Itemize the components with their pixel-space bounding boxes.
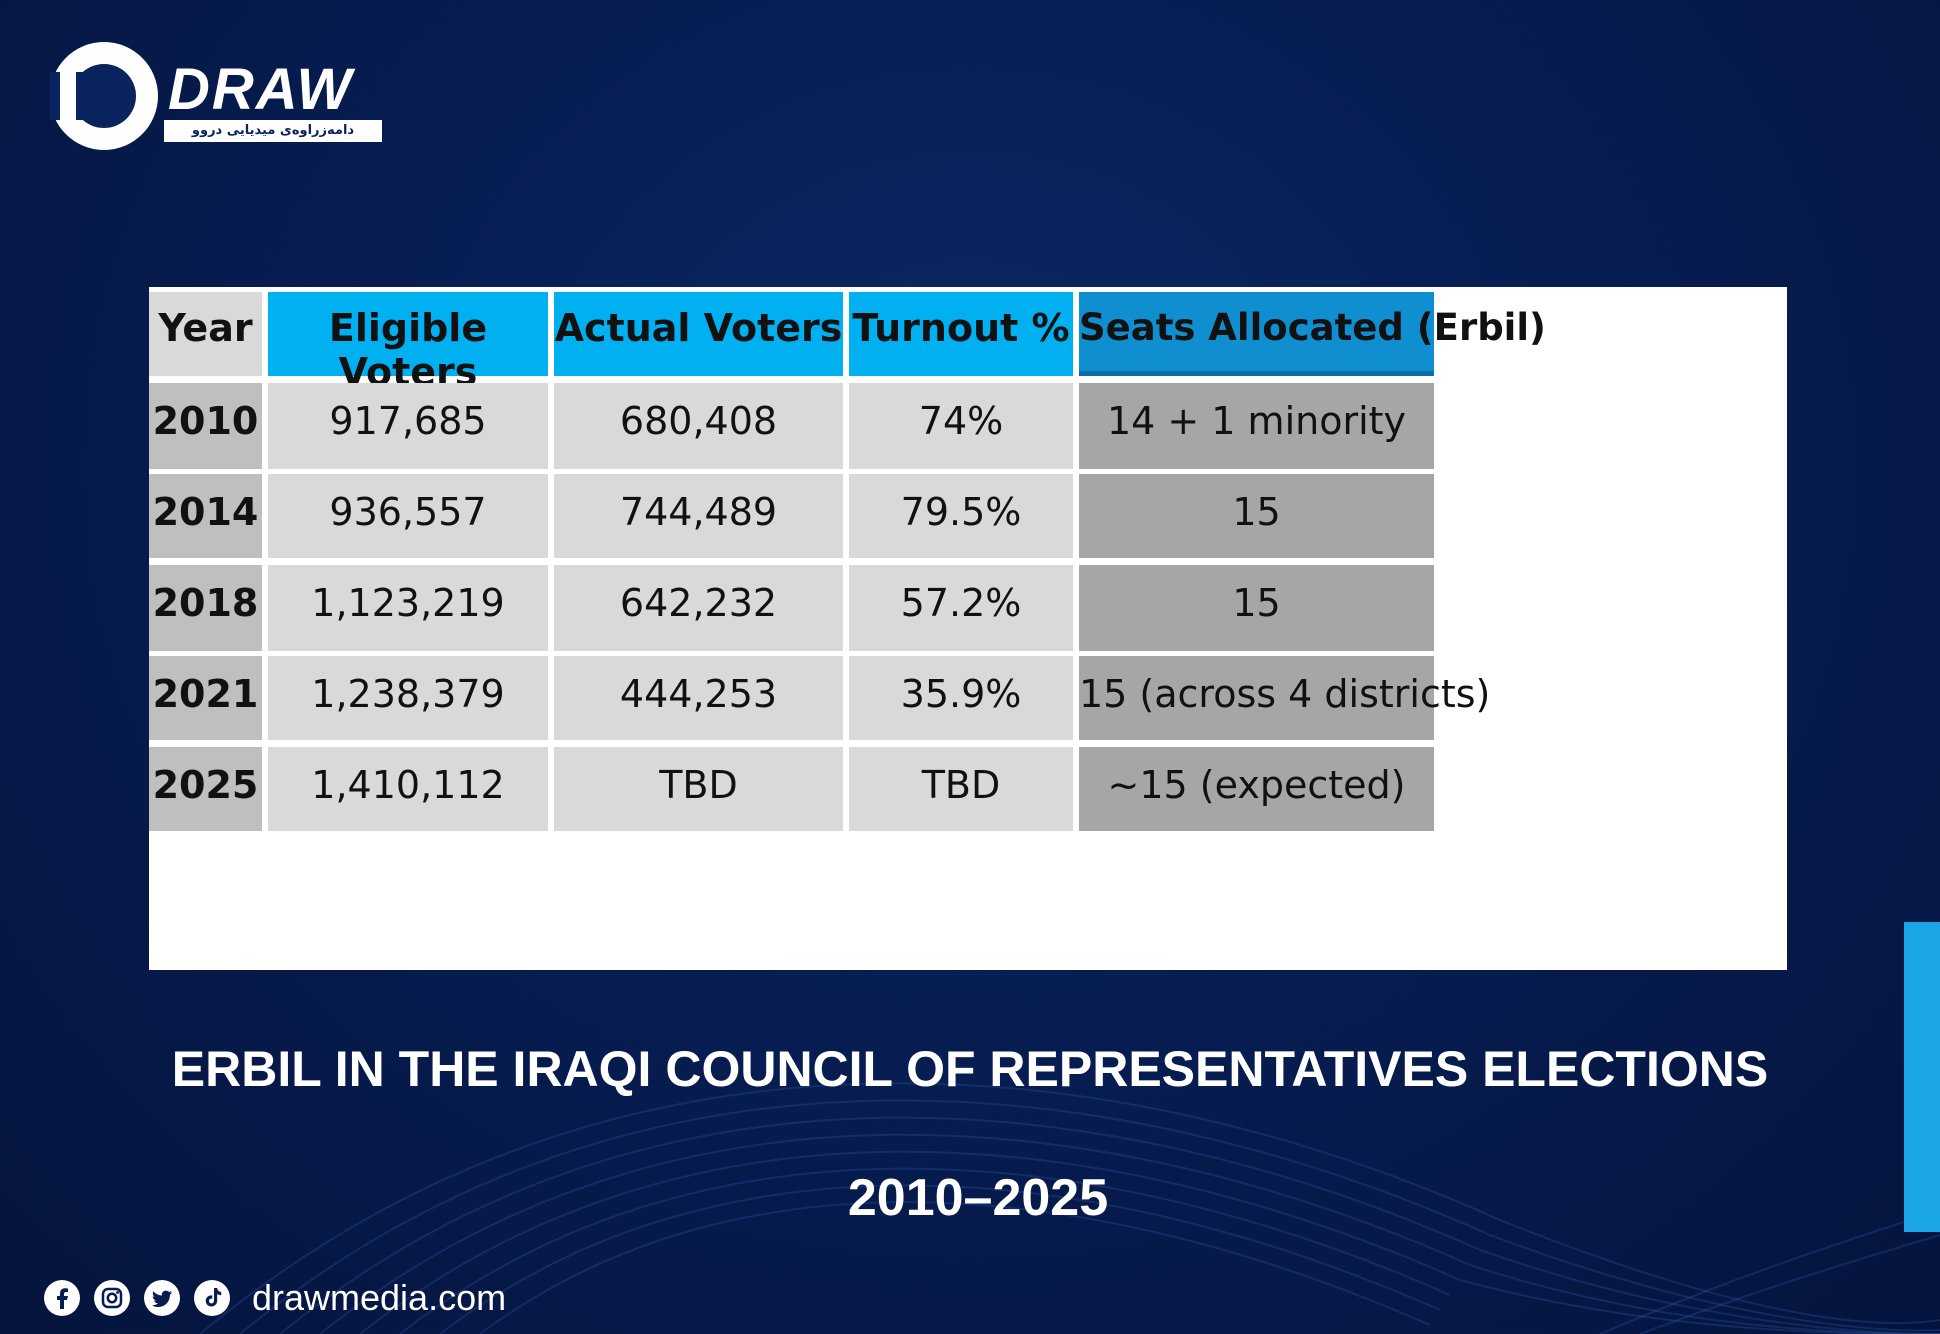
- website-link[interactable]: drawmedia.com: [252, 1277, 507, 1318]
- cell-eligible-voters: 1,123,219: [268, 565, 548, 651]
- header-seats: Seats Allocated (Erbil): [1079, 292, 1546, 376]
- cell-actual-voters: TBD: [554, 747, 843, 831]
- cell-actual-voters: 680,408: [554, 383, 843, 469]
- cell-turnout: 79.5%: [849, 474, 1073, 558]
- logo-wordmark: DRAW: [168, 57, 354, 122]
- logo-d-bar: [50, 72, 110, 120]
- cell-actual-voters: 744,489: [554, 474, 843, 558]
- cell-seats: 15 (across 4 districts): [1079, 656, 1490, 740]
- cell-seats: 15: [1079, 474, 1434, 558]
- row-year: 2010: [149, 383, 262, 469]
- twitter-icon[interactable]: [144, 1280, 180, 1316]
- cell-eligible-voters: 917,685: [268, 383, 548, 469]
- facebook-icon[interactable]: [44, 1280, 80, 1316]
- header-turnout: Turnout %: [849, 292, 1073, 376]
- draw-logo: DRAW دامەزراوەی میدیایی دروو: [50, 42, 382, 154]
- cell-actual-voters: 444,253: [554, 656, 843, 740]
- chart-subtitle: 2010–2025: [847, 1169, 1109, 1227]
- accent-bar: [1904, 922, 1940, 1232]
- cell-turnout: TBD: [849, 747, 1073, 831]
- cell-eligible-voters: 1,238,379: [268, 656, 548, 740]
- logo-subtitle: دامەزراوەی میدیایی دروو: [164, 120, 382, 142]
- cell-seats: ~15 (expected): [1079, 747, 1434, 831]
- cell-eligible-voters: 1,410,112: [268, 747, 548, 831]
- tiktok-icon[interactable]: [194, 1280, 230, 1316]
- cell-turnout: 57.2%: [849, 565, 1073, 651]
- cell-actual-voters: 642,232: [554, 565, 843, 651]
- row-year: 2018: [149, 565, 262, 651]
- cell-turnout: 35.9%: [849, 656, 1073, 740]
- header-year: Year: [149, 292, 262, 376]
- header-eligible-voters: Eligible Voters: [268, 292, 548, 394]
- cell-turnout: 74%: [849, 383, 1073, 469]
- instagram-icon[interactable]: [94, 1280, 130, 1316]
- cell-seats: 14 + 1 minority: [1079, 383, 1434, 469]
- cell-seats: 15: [1079, 565, 1434, 651]
- cell-eligible-voters: 936,557: [268, 474, 548, 558]
- row-year: 2014: [149, 474, 262, 558]
- logo-d-stem: [60, 72, 76, 120]
- chart-title: ERBIL IN THE IRAQI COUNCIL OF REPRESENTA…: [171, 1041, 1769, 1097]
- election-table: Year Eligible Voters Actual Voters Turnout …: [149, 287, 1787, 970]
- header-actual-voters: Actual Voters: [554, 292, 843, 376]
- footer: drawmedia.com: [44, 1276, 506, 1320]
- row-year: 2021: [149, 656, 262, 740]
- row-year: 2025: [149, 747, 262, 831]
